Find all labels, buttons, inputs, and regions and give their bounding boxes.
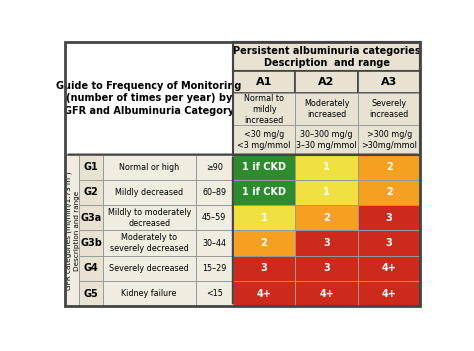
Bar	[65, 42, 233, 154]
Text: G1: G1	[83, 162, 99, 172]
Text: 2: 2	[323, 213, 330, 223]
Text: Mildly to moderately
decreased: Mildly to moderately decreased	[108, 208, 191, 228]
Text: Kidney failure: Kidney failure	[121, 289, 177, 298]
Bar	[103, 256, 196, 281]
Bar	[295, 205, 358, 230]
Text: <30 mg/g
<3 mg/mmol: <30 mg/g <3 mg/mmol	[237, 130, 291, 150]
Bar	[295, 154, 358, 180]
Bar	[233, 230, 295, 256]
Text: 30–300 mg/g
3–30 mg/mmol: 30–300 mg/g 3–30 mg/mmol	[296, 130, 357, 150]
Text: 2: 2	[386, 162, 392, 172]
Bar	[196, 180, 233, 205]
Bar	[233, 256, 295, 281]
Text: G2: G2	[83, 187, 99, 198]
Text: 2: 2	[386, 187, 392, 198]
Bar	[196, 205, 233, 230]
Bar	[80, 180, 103, 205]
Text: 4+: 4+	[256, 289, 272, 299]
Bar	[295, 180, 358, 205]
Text: >300 mg/g
>30mg/mmol: >300 mg/g >30mg/mmol	[361, 130, 417, 150]
Bar	[103, 180, 196, 205]
Bar	[358, 281, 420, 306]
Bar	[233, 205, 295, 230]
Bar	[233, 93, 295, 125]
Bar	[295, 93, 358, 125]
Bar	[196, 230, 233, 256]
Text: 4+: 4+	[319, 289, 334, 299]
Bar	[233, 71, 295, 93]
Text: 45–59: 45–59	[202, 213, 227, 222]
Text: <15: <15	[206, 289, 223, 298]
Text: 1 if CKD: 1 if CKD	[242, 162, 286, 172]
Text: 2: 2	[261, 238, 267, 248]
Text: 3: 3	[323, 238, 330, 248]
Bar	[80, 205, 103, 230]
Bar	[196, 154, 233, 180]
Bar	[233, 42, 420, 71]
Text: 30–44: 30–44	[202, 239, 226, 247]
Text: Severely
increased: Severely increased	[370, 99, 409, 119]
Bar	[233, 180, 295, 205]
Bar	[358, 154, 420, 180]
Text: Severely decreased: Severely decreased	[109, 264, 189, 273]
Bar	[103, 281, 196, 306]
Bar	[358, 93, 420, 125]
Bar	[233, 154, 295, 180]
Text: A1: A1	[256, 77, 272, 87]
Text: 1: 1	[323, 162, 330, 172]
Text: 15–29: 15–29	[202, 264, 227, 273]
Text: 3: 3	[323, 263, 330, 273]
Bar	[80, 154, 103, 180]
Text: 3: 3	[261, 263, 267, 273]
Text: Guide to Frequency of Monitoring
(number of times per year) by
GFR and Albuminur: Guide to Frequency of Monitoring (number…	[56, 81, 242, 116]
Text: 1 if CKD: 1 if CKD	[242, 187, 286, 198]
Bar	[80, 256, 103, 281]
Text: Moderately to
severely decreased: Moderately to severely decreased	[110, 233, 189, 253]
Text: 60–89: 60–89	[202, 188, 226, 197]
Text: GFR categories (ml/min/1.73 m²)
Description and range: GFR categories (ml/min/1.73 m²) Descript…	[64, 171, 80, 290]
Text: 3: 3	[386, 213, 392, 223]
Bar	[233, 42, 420, 154]
Bar	[80, 230, 103, 256]
Text: A3: A3	[381, 77, 397, 87]
Text: 1: 1	[261, 213, 267, 223]
Text: Normal to
mildly
increased: Normal to mildly increased	[244, 93, 284, 125]
Text: 3: 3	[386, 238, 392, 248]
Text: A2: A2	[319, 77, 335, 87]
Bar	[233, 125, 295, 154]
Text: Moderately
increased: Moderately increased	[304, 99, 349, 119]
Bar	[358, 256, 420, 281]
Bar	[358, 180, 420, 205]
Bar	[358, 230, 420, 256]
Text: Normal or high: Normal or high	[119, 163, 179, 172]
Text: G5: G5	[83, 289, 99, 299]
Text: G3b: G3b	[80, 238, 102, 248]
Text: 4+: 4+	[382, 289, 397, 299]
Bar	[103, 230, 196, 256]
Bar	[103, 154, 196, 180]
Text: 1: 1	[323, 187, 330, 198]
Bar	[358, 71, 420, 93]
Text: ≥90: ≥90	[206, 163, 223, 172]
Bar	[358, 205, 420, 230]
Bar	[80, 281, 103, 306]
Bar	[295, 256, 358, 281]
Text: 4+: 4+	[382, 263, 397, 273]
Bar	[358, 125, 420, 154]
Bar	[196, 281, 233, 306]
Bar	[65, 154, 80, 306]
Bar	[103, 205, 196, 230]
Text: Persistent albuminuria categories
Description  and range: Persistent albuminuria categories Descri…	[233, 46, 420, 68]
Text: G3a: G3a	[81, 213, 101, 223]
Bar	[196, 256, 233, 281]
Bar	[295, 230, 358, 256]
Bar	[295, 281, 358, 306]
Text: G4: G4	[83, 263, 99, 273]
Bar	[295, 71, 358, 93]
Text: Mildly decreased: Mildly decreased	[115, 188, 183, 197]
Bar	[233, 281, 295, 306]
Bar	[295, 125, 358, 154]
